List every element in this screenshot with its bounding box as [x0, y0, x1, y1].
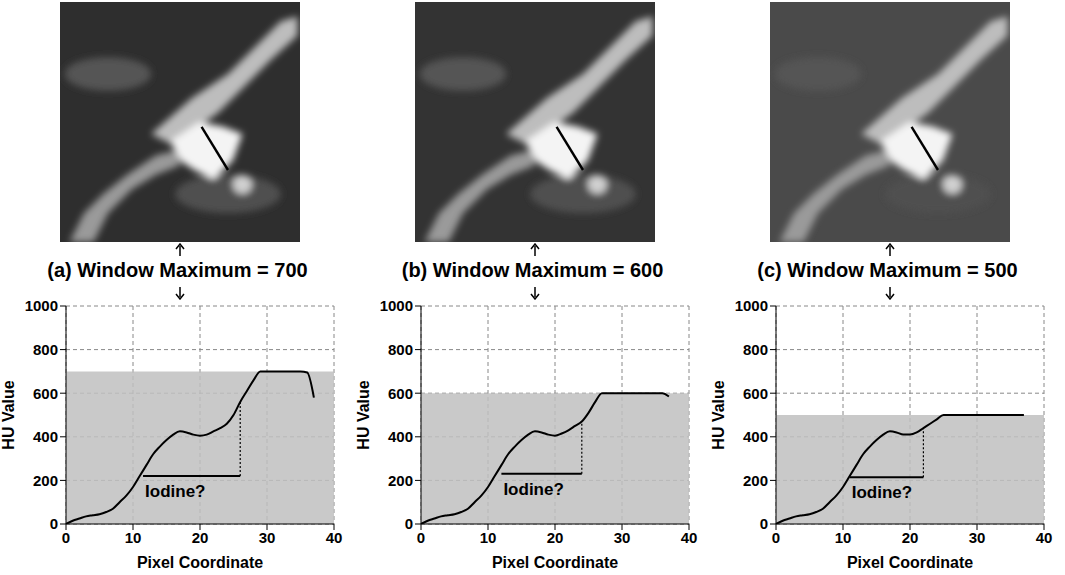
svg-text:HU Value: HU Value	[0, 380, 17, 449]
svg-text:20: 20	[902, 529, 919, 546]
svg-text:800: 800	[743, 341, 768, 358]
svg-text:Iodine?: Iodine?	[852, 483, 912, 502]
svg-text:0: 0	[62, 529, 70, 546]
svg-text:1000: 1000	[25, 298, 58, 314]
svg-text:0: 0	[772, 529, 780, 546]
svg-text:800: 800	[33, 341, 58, 358]
svg-text:HU Value: HU Value	[355, 380, 372, 449]
svg-text:600: 600	[388, 385, 413, 402]
svg-text:200: 200	[33, 472, 58, 489]
svg-text:200: 200	[743, 472, 768, 489]
svg-text:10: 10	[835, 529, 852, 546]
svg-text:Pixel Coordinate: Pixel Coordinate	[137, 554, 263, 570]
svg-text:200: 200	[388, 472, 413, 489]
html-text:(b) Window Maximum = 600: (b) Window Maximum = 600	[401, 259, 664, 281]
svg-text:40: 40	[326, 529, 343, 546]
svg-text:40: 40	[681, 529, 698, 546]
svg-text:Iodine?: Iodine?	[145, 482, 205, 501]
svg-text:30: 30	[259, 529, 276, 546]
svg-text:20: 20	[547, 529, 564, 546]
svg-text:0: 0	[405, 515, 413, 532]
svg-text:400: 400	[743, 428, 768, 445]
svg-text:HU Value: HU Value	[710, 380, 727, 449]
svg-text:400: 400	[33, 428, 58, 445]
svg-text:10: 10	[125, 529, 142, 546]
svg-text:0: 0	[50, 515, 58, 532]
svg-text:600: 600	[33, 385, 58, 402]
svg-text:1000: 1000	[380, 298, 413, 314]
svg-text:Iodine?: Iodine?	[503, 480, 563, 499]
svg-text:10: 10	[480, 529, 497, 546]
html-text:(c) Window Maximum = 500: (c) Window Maximum = 500	[757, 259, 1018, 281]
html-text:(a) Window Maximum = 700: (a) Window Maximum = 700	[47, 259, 308, 281]
svg-text:0: 0	[760, 515, 768, 532]
svg-text:800: 800	[388, 341, 413, 358]
svg-text:Pixel Coordinate: Pixel Coordinate	[492, 554, 618, 570]
svg-text:0: 0	[417, 529, 425, 546]
svg-text:40: 40	[1036, 529, 1053, 546]
svg-text:30: 30	[614, 529, 631, 546]
svg-text:400: 400	[388, 428, 413, 445]
svg-text:Pixel Coordinate: Pixel Coordinate	[847, 554, 973, 570]
svg-text:20: 20	[192, 529, 209, 546]
svg-text:1000: 1000	[735, 298, 768, 314]
svg-text:30: 30	[969, 529, 986, 546]
svg-text:600: 600	[743, 385, 768, 402]
